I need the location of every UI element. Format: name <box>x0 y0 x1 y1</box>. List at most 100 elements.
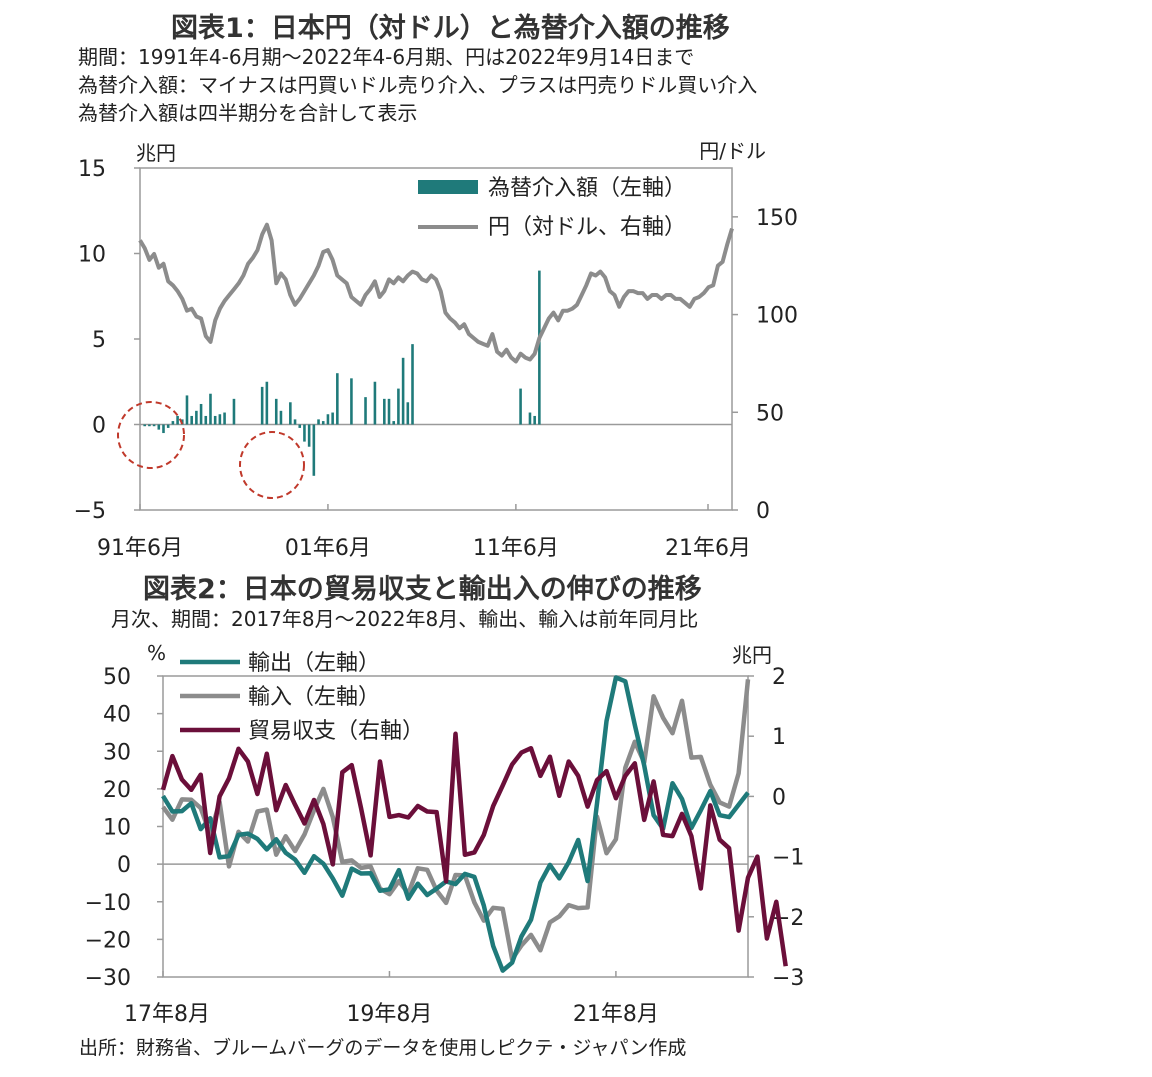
chart1-intervention-bar <box>209 393 212 425</box>
chart2-x-tick-label: 21年8月 <box>573 1002 659 1027</box>
chart1-intervention-bar <box>218 414 222 425</box>
chart1-intervention-bar <box>293 419 297 425</box>
source-note: 出所：財務省、ブルームバーグのデータを使用しピクテ・ジャパン作成 <box>79 1037 687 1059</box>
chart1-intervention-bar <box>326 414 330 425</box>
chart1-intervention-bar <box>411 344 414 425</box>
chart1-x-tick-label: 01年6月 <box>285 536 371 561</box>
chart1-intervention-bar <box>152 424 156 427</box>
chart1-intervention-bar <box>148 424 151 427</box>
chart1-intervention-bar <box>213 415 217 425</box>
chart1-intervention-bar <box>331 412 334 425</box>
chart2-imports-line <box>161 679 751 962</box>
chart1-x-tick-label: 21年6月 <box>665 536 751 561</box>
chart1-intervention-bar <box>307 424 311 447</box>
chart2-left-tick-label: −10 <box>85 891 131 916</box>
chart1-right-tick-label: 0 <box>756 499 770 524</box>
chart1-left-tick-label: 10 <box>78 243 106 268</box>
chart1-intervention-bar <box>157 424 161 430</box>
chart2-left-tick-label: 0 <box>117 853 131 878</box>
chart2-left-tick-label: 10 <box>103 816 131 841</box>
chart2-left-tick-label: −20 <box>85 928 131 953</box>
chart2-right-tick-label: −3 <box>772 966 804 991</box>
chart1-intervention-bar <box>204 415 208 425</box>
chart2-left-tick-label: −30 <box>85 966 131 991</box>
chart1-intervention-bar <box>383 398 386 425</box>
chart1-intervention-bar <box>321 421 325 425</box>
chart2-right-unit: 兆円 <box>732 643 772 667</box>
chart1-left-tick-label: 5 <box>92 328 106 353</box>
chart1-intervention-bar <box>373 381 377 425</box>
chart1-intervention-bar <box>279 410 283 425</box>
chart1-intervention-bar <box>401 357 405 425</box>
chart2-left-tick-label: 50 <box>103 665 131 690</box>
chart2-x-tick-label: 19年8月 <box>346 1002 432 1027</box>
chart1-intervention-bar <box>223 412 226 425</box>
chart1-intervention-bar <box>298 424 302 428</box>
chart1-intervention-bar <box>397 388 400 425</box>
chart2-right-tick-label: 0 <box>772 785 786 810</box>
chart1-intervention-bar <box>317 419 320 425</box>
figure1-subtitle-3: 為替介入額は四半期分を合計して表示 <box>78 101 418 125</box>
figure2-subtitle: 月次、期間：2017年8月～2022年8月、輸出、輸入は前年同月比 <box>111 607 699 631</box>
chart2-balance-line <box>160 731 788 967</box>
chart2-right-tick-label: 2 <box>772 665 786 690</box>
chart1-highlight-circle-2 <box>239 431 305 499</box>
chart2-legend-label-balance: 貿易収支（右軸） <box>248 719 424 744</box>
chart1-left-tick-label: 15 <box>78 157 106 182</box>
chart1-intervention-bar <box>232 398 236 425</box>
chart1-intervention-bar <box>312 424 316 476</box>
chart1-intervention-bar <box>162 424 165 434</box>
chart1-intervention-bar <box>176 415 179 425</box>
chart1-legend-swatch-bar <box>418 180 478 194</box>
chart1-left-tick-label: 0 <box>92 414 106 439</box>
chart2-legend-label-imports: 輸入（左軸） <box>248 685 380 710</box>
chart1-left-tick-label: −5 <box>74 499 106 524</box>
chart1-intervention-bar <box>274 398 278 425</box>
chart1-intervention-bar <box>171 421 175 425</box>
chart1-legend-label-bar: 為替介入額（左軸） <box>488 176 686 201</box>
figure1-subtitle-2: 為替介入額：マイナスは円買いドル売り介入、プラスは円売りドル買い介入 <box>78 73 758 97</box>
chart1-intervention-bar <box>265 381 269 425</box>
chart1-intervention-bar <box>392 421 396 425</box>
chart2-left-tick-label: 30 <box>103 740 131 765</box>
chart1-right-tick-label: 150 <box>756 206 798 231</box>
chart1-intervention-bar <box>406 402 410 425</box>
chart1-yen-line <box>138 222 734 364</box>
chart1-intervention-bar <box>350 378 353 425</box>
chart1-intervention-bar <box>185 395 189 425</box>
chart1-highlight-circle-1 <box>117 401 185 469</box>
chart1-intervention-bar <box>387 398 391 425</box>
chart1-intervention-bar <box>519 388 522 425</box>
figure1-title: 図表1：日本円（対ドル）と為替介入額の推移 <box>171 13 730 44</box>
chart1-intervention-bar <box>303 424 306 442</box>
chart1-right-tick-label: 100 <box>756 304 798 329</box>
chart2-right-tick-label: −1 <box>772 846 804 871</box>
chart1-intervention-bar <box>336 373 339 425</box>
chart2-left-tick-label: 20 <box>103 778 131 803</box>
chart1-right-tick-label: 50 <box>756 401 784 426</box>
chart1-intervention-bar <box>289 402 292 425</box>
chart1-intervention-bar <box>199 403 203 425</box>
chart2-x-tick-label: 17年8月 <box>124 1002 210 1027</box>
chart1-intervention-bar <box>260 386 264 425</box>
chart1-intervention-bar <box>528 412 532 425</box>
chart1-x-tick-label: 91年6月 <box>97 536 183 561</box>
chart2-left-unit: % <box>147 641 166 665</box>
chart1-intervention-bar <box>195 410 198 425</box>
chart1-x-tick-label: 11年6月 <box>473 536 559 561</box>
chart1-legend-label-line: 円（対ドル、右軸） <box>488 215 686 240</box>
figure1-subtitle-1: 期間：1991年4-6月期～2022年4-6月期、円は2022年9月14日まで <box>78 45 695 69</box>
chart1-intervention-bar <box>538 270 541 425</box>
chart1-right-unit: 円/ドル <box>699 139 766 163</box>
chart1-intervention-bar <box>190 415 193 425</box>
chart1-left-unit: 兆円 <box>136 141 176 165</box>
chart1-intervention-bar <box>364 397 367 425</box>
chart2-legend-label-exports: 輸出（左軸） <box>248 651 380 676</box>
chart1-intervention-bar <box>166 424 170 428</box>
chart2-left-tick-label: 40 <box>103 703 131 728</box>
chart1-intervention-bar <box>533 415 536 425</box>
figure2-title: 図表2：日本の貿易収支と輸出入の伸びの推移 <box>143 574 702 605</box>
chart1-intervention-bar <box>143 424 146 427</box>
